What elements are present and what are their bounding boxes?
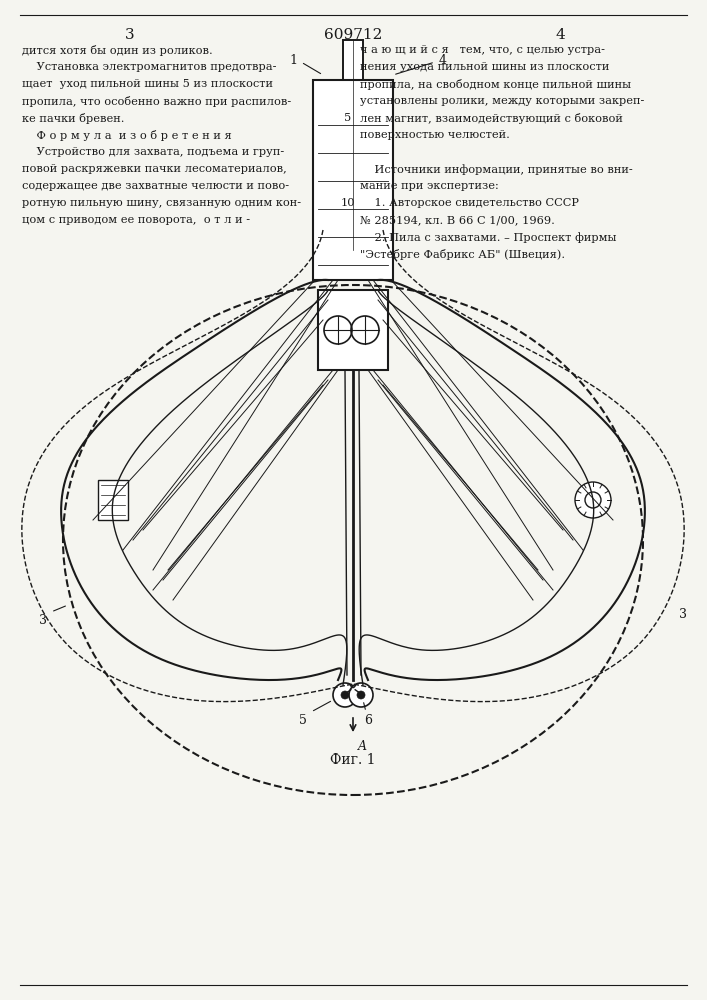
- Text: 6: 6: [364, 714, 372, 726]
- Text: ке пачки бревен.: ке пачки бревен.: [22, 113, 124, 124]
- Text: установлены ролики, между которыми закреп-: установлены ролики, между которыми закре…: [360, 96, 644, 106]
- Circle shape: [585, 492, 601, 508]
- Text: A: A: [358, 740, 367, 753]
- Text: нения ухода пильной шины из плоскости: нения ухода пильной шины из плоскости: [360, 62, 609, 72]
- Text: щает  уход пильной шины 5 из плоскости: щает уход пильной шины 5 из плоскости: [22, 79, 273, 89]
- Circle shape: [349, 683, 373, 707]
- Text: повой раскряжевки пачки лесоматериалов,: повой раскряжевки пачки лесоматериалов,: [22, 164, 287, 174]
- Text: "Эстебрге Фабрикс АБ" (Швеция).: "Эстебрге Фабрикс АБ" (Швеция).: [360, 249, 565, 260]
- Text: Устройство для захвата, подъема и груп-: Устройство для захвата, подъема и груп-: [22, 147, 284, 157]
- Circle shape: [341, 691, 349, 699]
- Text: Установка электромагнитов предотвра-: Установка электромагнитов предотвра-: [22, 62, 276, 72]
- Text: 4: 4: [439, 53, 447, 66]
- Bar: [98, 480, 128, 520]
- Text: 1. Авторское свидетельство СССР: 1. Авторское свидетельство СССР: [360, 198, 579, 208]
- Text: ротную пильную шину, связанную одним кон-: ротную пильную шину, связанную одним кон…: [22, 198, 301, 208]
- Bar: [318, 290, 388, 370]
- Text: Источники информации, принятые во вни-: Источники информации, принятые во вни-: [360, 164, 633, 175]
- Text: мание при экспертизе:: мание при экспертизе:: [360, 181, 498, 191]
- Text: Ф о р м у л а  и з о б р е т е н и я: Ф о р м у л а и з о б р е т е н и я: [22, 130, 232, 141]
- Bar: [343, 40, 363, 80]
- Text: лен магнит, взаимодействующий с боковой: лен магнит, взаимодействующий с боковой: [360, 113, 623, 124]
- Text: 3: 3: [39, 613, 47, 626]
- Text: 4: 4: [555, 28, 565, 42]
- Text: пропила, на свободном конце пильной шины: пропила, на свободном конце пильной шины: [360, 79, 631, 90]
- Text: пропила, что особенно важно при распилов-: пропила, что особенно важно при распилов…: [22, 96, 291, 107]
- Circle shape: [575, 482, 611, 518]
- Text: 10: 10: [341, 198, 355, 208]
- Circle shape: [333, 683, 357, 707]
- Text: ч а ю щ и й с я   тем, что, с целью устра-: ч а ю щ и й с я тем, что, с целью устра-: [360, 45, 605, 55]
- Text: 2. Пила с захватами. – Проспект фирмы: 2. Пила с захватами. – Проспект фирмы: [360, 232, 617, 243]
- Text: № 285194, кл. В 66 С 1/00, 1969.: № 285194, кл. В 66 С 1/00, 1969.: [360, 215, 555, 225]
- Text: 5: 5: [299, 714, 307, 726]
- Text: содержащее две захватные челюсти и пово-: содержащее две захватные челюсти и пово-: [22, 181, 289, 191]
- Text: 3: 3: [125, 28, 135, 42]
- Text: поверхностью челюстей.: поверхностью челюстей.: [360, 130, 510, 140]
- Circle shape: [357, 691, 365, 699]
- Text: 609712: 609712: [325, 28, 382, 42]
- Text: цом с приводом ее поворота,  о т л и -: цом с приводом ее поворота, о т л и -: [22, 215, 250, 225]
- Text: дится хотя бы один из роликов.: дится хотя бы один из роликов.: [22, 45, 213, 56]
- Text: 1: 1: [289, 53, 297, 66]
- Bar: [313, 80, 393, 280]
- Text: 5: 5: [344, 113, 351, 123]
- Text: 3: 3: [679, 608, 687, 621]
- Text: Фиг. 1: Фиг. 1: [330, 753, 375, 767]
